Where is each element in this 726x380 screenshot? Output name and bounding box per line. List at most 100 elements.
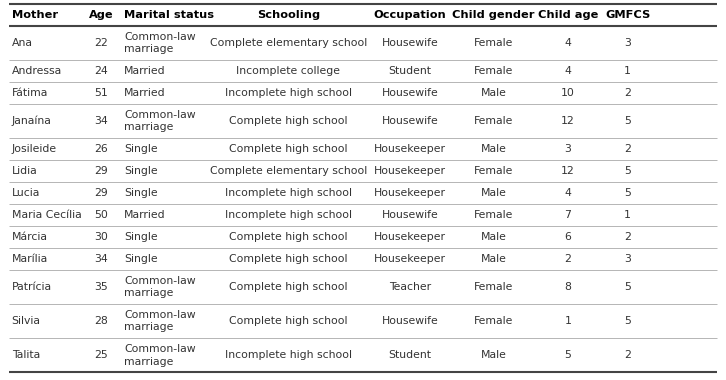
Text: Child age: Child age (537, 10, 598, 20)
Text: Complete high school: Complete high school (229, 282, 348, 292)
Text: Single: Single (124, 232, 158, 242)
Text: Female: Female (473, 210, 513, 220)
Text: 29: 29 (94, 188, 108, 198)
Text: Talita: Talita (12, 350, 40, 360)
Text: Incomplete high school: Incomplete high school (225, 350, 351, 360)
Text: Incomplete college: Incomplete college (236, 66, 340, 76)
Text: Schooling: Schooling (257, 10, 319, 20)
Text: Housekeeper: Housekeeper (374, 144, 446, 154)
Text: 1: 1 (564, 316, 571, 326)
Text: 3: 3 (624, 38, 631, 48)
Text: Complete high school: Complete high school (229, 116, 348, 126)
Text: 26: 26 (94, 144, 108, 154)
Text: 4: 4 (564, 38, 571, 48)
Text: Andressa: Andressa (12, 66, 62, 76)
Text: Patrícia: Patrícia (12, 282, 52, 292)
Text: 51: 51 (94, 88, 108, 98)
Text: Teacher: Teacher (388, 282, 431, 292)
Text: Housewife: Housewife (381, 38, 439, 48)
Text: Single: Single (124, 166, 158, 176)
Text: 5: 5 (624, 316, 631, 326)
Text: Married: Married (124, 210, 166, 220)
Text: 5: 5 (564, 350, 571, 360)
Text: Female: Female (473, 38, 513, 48)
Text: 5: 5 (624, 282, 631, 292)
Text: Incomplete high school: Incomplete high school (225, 188, 351, 198)
Text: 10: 10 (560, 88, 575, 98)
Text: 24: 24 (94, 66, 108, 76)
Text: Marital status: Marital status (124, 10, 214, 20)
Text: Married: Married (124, 88, 166, 98)
Text: 5: 5 (624, 166, 631, 176)
Text: Housewife: Housewife (381, 116, 439, 126)
Text: Student: Student (388, 66, 431, 76)
Text: Complete high school: Complete high school (229, 316, 348, 326)
Text: Housekeeper: Housekeeper (374, 166, 446, 176)
Text: 2: 2 (624, 144, 631, 154)
Text: Housewife: Housewife (381, 88, 439, 98)
Text: Occupation: Occupation (373, 10, 446, 20)
Text: Single: Single (124, 254, 158, 264)
Text: Housewife: Housewife (381, 316, 439, 326)
Text: Complete high school: Complete high school (229, 144, 348, 154)
Text: Lucia: Lucia (12, 188, 40, 198)
Text: 4: 4 (564, 188, 571, 198)
Text: 29: 29 (94, 166, 108, 176)
Text: Complete high school: Complete high school (229, 232, 348, 242)
Text: 3: 3 (624, 254, 631, 264)
Text: Child gender: Child gender (452, 10, 534, 20)
Text: Common-law
marriage: Common-law marriage (124, 32, 196, 54)
Text: 50: 50 (94, 210, 108, 220)
Text: Incomplete high school: Incomplete high school (225, 210, 351, 220)
Text: Single: Single (124, 188, 158, 198)
Text: Student: Student (388, 350, 431, 360)
Text: Male: Male (481, 188, 506, 198)
Text: Common-law
marriage: Common-law marriage (124, 344, 196, 367)
Text: 2: 2 (564, 254, 571, 264)
Text: 5: 5 (624, 188, 631, 198)
Text: Incomplete high school: Incomplete high school (225, 88, 351, 98)
Text: 5: 5 (624, 116, 631, 126)
Text: Maria Cecília: Maria Cecília (12, 210, 81, 220)
Text: 2: 2 (624, 350, 631, 360)
Text: Housewife: Housewife (381, 210, 439, 220)
Text: Fátima: Fátima (12, 88, 48, 98)
Text: 22: 22 (94, 38, 108, 48)
Text: Lidia: Lidia (12, 166, 37, 176)
Text: Common-law
marriage: Common-law marriage (124, 310, 196, 332)
Text: Female: Female (473, 116, 513, 126)
Text: Josileide: Josileide (12, 144, 57, 154)
Text: 2: 2 (624, 232, 631, 242)
Text: 7: 7 (564, 210, 571, 220)
Text: Mother: Mother (12, 10, 58, 20)
Text: Married: Married (124, 66, 166, 76)
Text: Complete elementary school: Complete elementary school (210, 38, 367, 48)
Text: 4: 4 (564, 66, 571, 76)
Text: Complete elementary school: Complete elementary school (210, 166, 367, 176)
Text: 35: 35 (94, 282, 108, 292)
Text: Common-law
marriage: Common-law marriage (124, 276, 196, 298)
Text: Male: Male (481, 254, 506, 264)
Text: 8: 8 (564, 282, 571, 292)
Text: Female: Female (473, 66, 513, 76)
Text: 12: 12 (561, 116, 574, 126)
Text: Ana: Ana (12, 38, 33, 48)
Text: 30: 30 (94, 232, 108, 242)
Text: Silvia: Silvia (12, 316, 41, 326)
Text: GMFCS: GMFCS (605, 10, 650, 20)
Text: 1: 1 (624, 210, 631, 220)
Text: Housekeeper: Housekeeper (374, 254, 446, 264)
Text: Márcia: Márcia (12, 232, 48, 242)
Text: Female: Female (473, 316, 513, 326)
Text: Janaína: Janaína (12, 116, 52, 126)
Text: 34: 34 (94, 116, 108, 126)
Text: 3: 3 (564, 144, 571, 154)
Text: 12: 12 (561, 166, 574, 176)
Text: Age: Age (89, 10, 113, 20)
Text: 34: 34 (94, 254, 108, 264)
Text: Single: Single (124, 144, 158, 154)
Text: Male: Male (481, 232, 506, 242)
Text: Female: Female (473, 282, 513, 292)
Text: Common-law
marriage: Common-law marriage (124, 110, 196, 132)
Text: Male: Male (481, 88, 506, 98)
